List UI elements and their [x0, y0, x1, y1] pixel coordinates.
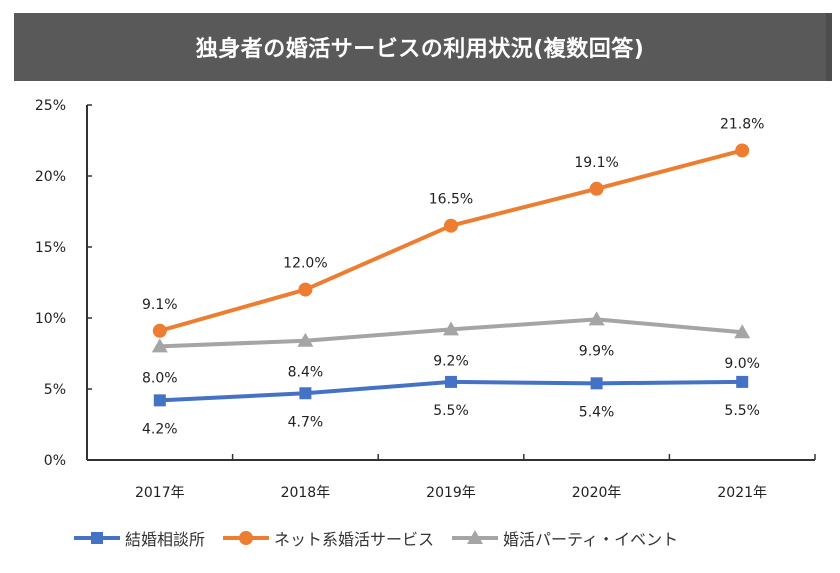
data-label: 5.4%	[579, 404, 615, 420]
legend-label: ネット系婚活サービス	[274, 530, 435, 549]
data-point-marker	[588, 311, 605, 326]
legend-triangle-icon	[452, 530, 499, 544]
data-label: 4.7%	[288, 414, 324, 430]
legend-marker	[91, 532, 103, 544]
y-axis-ticks: 0% 5% 10% 15% 20% 25%	[35, 98, 92, 469]
data-point-marker	[151, 338, 168, 353]
y-tick-label: 20%	[35, 169, 66, 185]
data-point-marker	[589, 181, 604, 196]
legend: 結婚相談所 ネット系婚活サービス 婚活パーティ・イベント	[72, 526, 694, 550]
data-point-marker	[298, 282, 313, 297]
data-label: 19.1%	[574, 155, 618, 171]
data-label: 21.8%	[720, 116, 764, 132]
data-point-marker	[443, 321, 459, 336]
data-label: 5.5%	[724, 403, 760, 419]
data-label: 5.5%	[433, 403, 469, 419]
chart-title-bar: 独身者の婚活サービスの利用状況(複数回答)	[14, 13, 832, 81]
data-label: 16.5%	[429, 192, 473, 208]
data-point-marker	[590, 377, 603, 390]
legend-marker	[239, 531, 254, 545]
data-label: 9.9%	[579, 343, 615, 359]
y-tick-label: 0%	[44, 453, 66, 469]
data-label: 9.0%	[724, 356, 760, 372]
chart-title: 独身者の婚活サービスの利用状況(複数回答)	[195, 37, 645, 62]
data-label: 9.2%	[433, 353, 469, 369]
series-group	[151, 143, 751, 407]
data-point-marker	[736, 375, 749, 388]
legend-item: 婚活パーティ・イベント	[450, 526, 678, 550]
legend-circle-icon	[223, 531, 270, 545]
legend-item: ネット系婚活サービス	[221, 526, 434, 550]
data-label: 9.1%	[142, 297, 178, 313]
data-point-marker	[444, 218, 458, 233]
x-tick-label: 2017年	[135, 485, 185, 501]
legend-label: 結婚相談所	[125, 530, 206, 549]
x-tick-label: 2018年	[281, 485, 331, 501]
legend-marker	[467, 530, 484, 544]
x-axis-ticks: 2017年 2018年 2019年 2020年 2021年	[135, 454, 816, 501]
data-label: 8.4%	[288, 365, 324, 381]
data-point-marker	[152, 323, 167, 338]
series-line	[159, 148, 743, 333]
data-point-marker	[299, 387, 312, 400]
data-point-marker	[735, 143, 750, 158]
y-tick-label: 15%	[35, 240, 66, 256]
axes	[86, 105, 815, 461]
legend-square-icon	[74, 532, 120, 544]
y-tick-label: 25%	[35, 98, 66, 114]
legend-label: 婚活パーティ・イベント	[503, 530, 679, 549]
x-tick-label: 2019年	[426, 485, 476, 501]
legend-item: 結婚相談所	[72, 526, 205, 550]
data-label: 8.0%	[142, 370, 178, 386]
series-triangle	[151, 311, 751, 353]
x-tick-label: 2020年	[572, 485, 622, 501]
y-tick-label: 10%	[35, 311, 66, 327]
data-point-marker	[297, 332, 314, 347]
y-tick-label: 5%	[44, 382, 66, 398]
data-point-marker	[153, 394, 166, 407]
data-label: 12.0%	[283, 256, 327, 272]
data-point-marker	[734, 324, 751, 339]
data-label: 4.2%	[142, 421, 178, 437]
series-circle	[152, 143, 750, 338]
data-point-marker	[445, 375, 457, 388]
data-labels: 4.2% 4.7% 5.5% 5.4% 5.5% 9.1% 12.0% 16.5% 19.1% 2…	[142, 116, 764, 437]
series-square	[153, 375, 749, 407]
x-tick-label: 2021年	[717, 485, 767, 501]
